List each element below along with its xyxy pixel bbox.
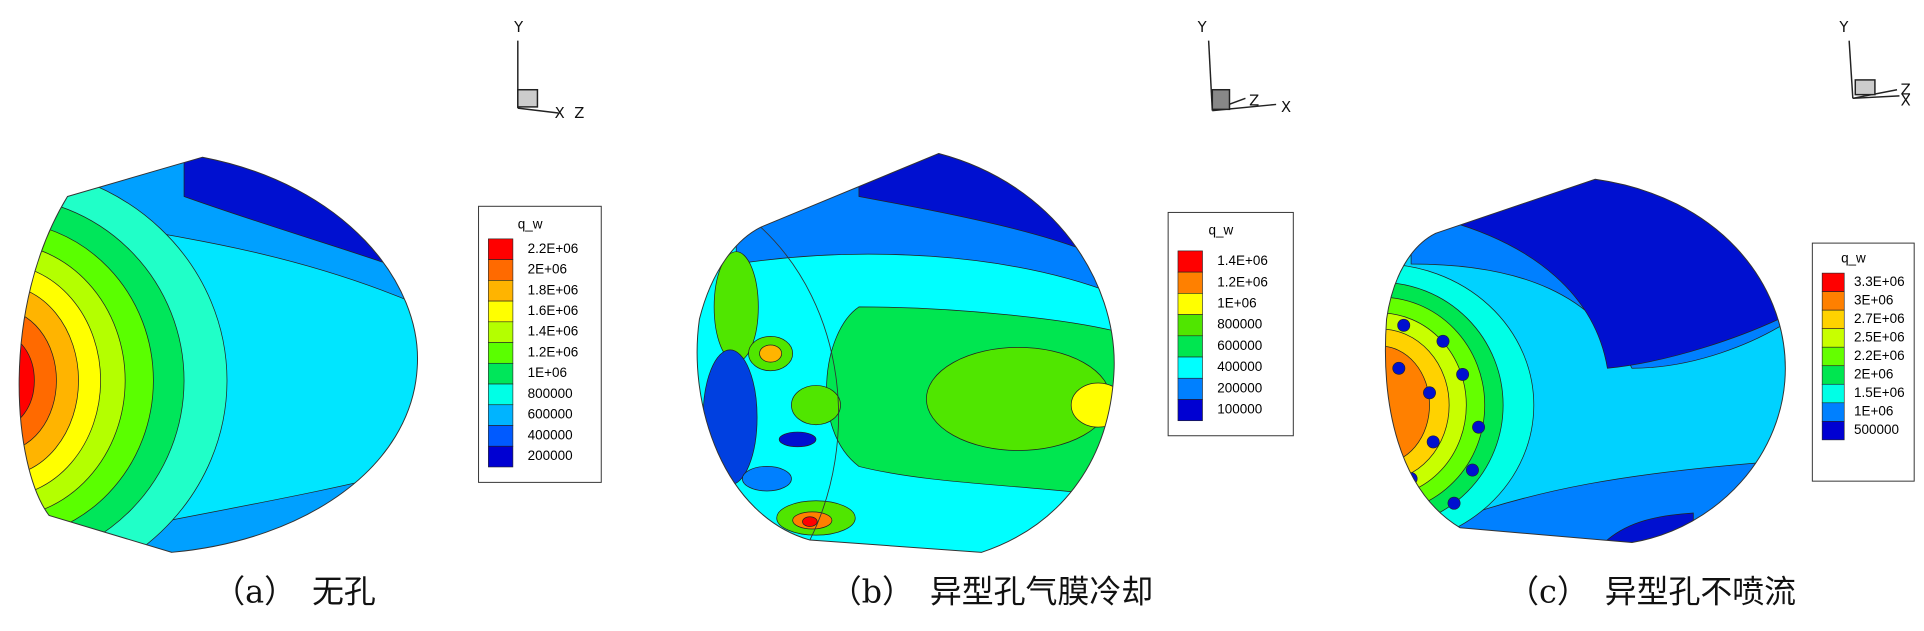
legend-swatch — [488, 362, 514, 385]
legend-label: 1.8E+06 — [528, 282, 579, 297]
legend-label: 1.5E+06 — [1854, 385, 1905, 400]
legend-label: 800000 — [1217, 317, 1262, 332]
legend-swatch — [1177, 356, 1203, 379]
legend-label: 2.2E+06 — [528, 241, 579, 256]
legend-swatch — [488, 425, 514, 447]
legend-swatch — [488, 404, 514, 426]
axis-label: Z — [1249, 93, 1259, 110]
legend-swatch — [1177, 250, 1203, 273]
legend-label: 2E+06 — [1854, 367, 1893, 382]
legend-label: 1.4E+06 — [528, 324, 579, 339]
legend-label: 1.2E+06 — [1217, 274, 1268, 289]
legend-label: 1.6E+06 — [528, 303, 579, 318]
legend-label: 1E+06 — [1854, 404, 1893, 419]
legend-label: 2.5E+06 — [1854, 330, 1905, 345]
legend-swatch — [1821, 328, 1845, 348]
legend-label: 800000 — [528, 386, 573, 401]
legend-swatch — [488, 342, 514, 364]
legend-label: 3E+06 — [1854, 292, 1893, 307]
axis-label: Y — [1197, 19, 1208, 36]
triad-b — [1207, 40, 1277, 112]
legend-label: 400000 — [528, 427, 573, 442]
legend-label: 1E+06 — [528, 365, 567, 380]
legend-swatch — [488, 259, 514, 281]
legend-swatch — [488, 280, 514, 302]
legend-label: 200000 — [1217, 380, 1262, 395]
legend-swatch — [1821, 291, 1845, 311]
legend-swatch — [1177, 271, 1203, 294]
legend-swatch — [488, 321, 514, 343]
legend-label: 3.3E+06 — [1854, 274, 1905, 289]
legend-label: 600000 — [1217, 338, 1262, 353]
legend-swatch — [1821, 309, 1845, 329]
legend-label: 400000 — [1217, 359, 1262, 374]
legend-swatch — [1821, 272, 1845, 292]
contour-a — [19, 157, 418, 553]
legend-swatch — [488, 445, 514, 468]
legend-swatch — [1177, 293, 1203, 315]
triad-c — [1848, 40, 1900, 100]
legend-swatch — [1177, 399, 1203, 422]
legend-swatch — [1177, 314, 1203, 337]
axis-label: X — [1281, 99, 1291, 116]
legend-swatch — [1821, 402, 1845, 422]
legend-label: 200000 — [528, 448, 573, 463]
legend-label: 1E+06 — [1217, 296, 1256, 311]
axis-label: Y — [1838, 19, 1849, 36]
axis-label: X — [1901, 93, 1911, 110]
legend-swatch — [488, 383, 514, 406]
legend-swatch — [1177, 335, 1203, 358]
legend-label: 100000 — [1217, 402, 1262, 417]
legends: q_w 2.2E+06 2E+06 1.8E+06 1.6E+06 1.4E+06 1.2E… — [478, 205, 1915, 483]
legend-swatch — [1821, 421, 1845, 441]
axis-label: Y — [513, 19, 524, 36]
legend-swatch — [1177, 377, 1203, 400]
axis-label: Z — [1901, 82, 1911, 99]
caption: （c） 异型孔不喷流 — [1507, 573, 1796, 611]
legend-swatch — [1821, 365, 1845, 385]
legend-label: 500000 — [1854, 422, 1899, 437]
caption: （a） 无孔 — [213, 573, 376, 611]
legend-label: 2.2E+06 — [1854, 348, 1905, 363]
contour-c — [1385, 179, 1786, 543]
legend-label: 600000 — [528, 407, 573, 422]
legend-swatch — [1821, 383, 1845, 404]
legend-swatch — [1821, 346, 1845, 367]
legend-title: q_w — [1841, 251, 1866, 266]
legend-swatch — [488, 300, 514, 323]
caption: （b） 异型孔气膜冷却 — [830, 573, 1153, 611]
triad-a — [517, 40, 559, 114]
legend-title: q_w — [1209, 222, 1234, 237]
legend-label: 1.2E+06 — [528, 344, 579, 359]
legend-label: 2.7E+06 — [1854, 311, 1905, 326]
legend-label: 2E+06 — [528, 262, 567, 277]
axis-label: X — [555, 105, 565, 122]
legend-label: 1.4E+06 — [1217, 253, 1268, 268]
legend-title: q_w — [518, 216, 543, 231]
axis-label: Z — [574, 105, 584, 122]
legend-swatch — [488, 238, 514, 260]
